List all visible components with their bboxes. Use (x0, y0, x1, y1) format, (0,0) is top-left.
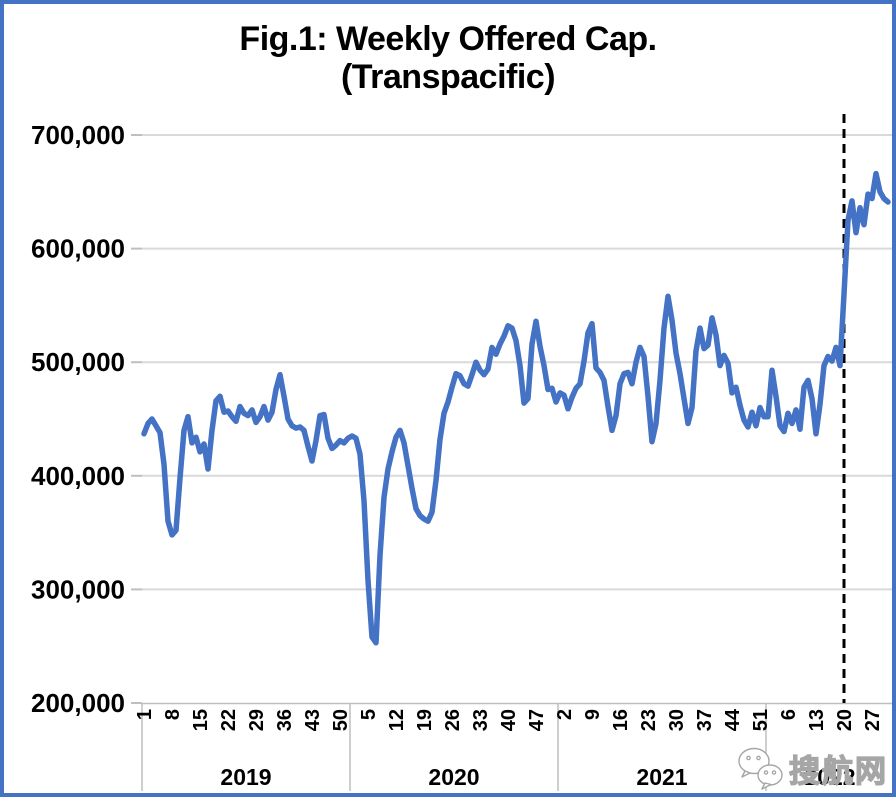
x-axis-week-label: 37 (694, 709, 716, 731)
x-axis-week-label: 1 (134, 709, 156, 720)
x-axis-week-label: 36 (274, 709, 296, 731)
x-axis-week-label: 5 (358, 709, 380, 720)
y-axis-tick-label: 700,000 (31, 120, 125, 150)
x-axis-week-label: 15 (190, 709, 212, 731)
watermark-text: 搜航网 (788, 753, 888, 789)
capacity-line (141, 170, 891, 646)
chart-subtitle: (Transpacific) (340, 58, 556, 96)
chart-title: Fig.1: Weekly Offered Cap. (239, 20, 657, 58)
x-axis-week-label: 8 (162, 709, 184, 720)
x-axis-week-label: 43 (302, 709, 324, 731)
line-chart-plot: 200,000 300,000 400,000 500,000 600,000 700,0… (31, 114, 892, 791)
x-axis-week-label: 51 (750, 709, 772, 731)
x-axis-week-label: 26 (442, 709, 464, 731)
x-axis-week-label: 13 (806, 709, 828, 731)
x-axis-week-label: 19 (414, 709, 436, 731)
x-axis-year-label: 2020 (428, 764, 479, 790)
y-axis-tick-label: 300,000 (31, 574, 125, 604)
x-axis-week-label: 23 (638, 709, 660, 731)
x-axis-week-label: 29 (246, 709, 268, 731)
x-axis-week-label: 20 (834, 709, 856, 731)
watermark: 搜航网 (735, 745, 888, 791)
x-axis-year-label: 2021 (636, 764, 687, 790)
y-axis-tick-label: 200,000 (31, 688, 125, 718)
x-axis-year-label: 2022 (804, 764, 855, 790)
y-axis-tick-label: 600,000 (31, 234, 125, 264)
y-axis-tick-label: 400,000 (31, 461, 125, 491)
x-axis-week-label: 44 (722, 708, 744, 731)
x-axis-week-label: 16 (610, 709, 632, 731)
x-axis-year-label: 2019 (220, 764, 271, 790)
x-axis-week-label: 40 (498, 709, 520, 731)
x-axis-week-label: 2 (554, 709, 576, 720)
y-axis-tick-label: 500,000 (31, 347, 125, 377)
x-axis-week-label: 27 (862, 709, 884, 731)
x-axis-week-label: 50 (330, 709, 352, 731)
x-axis-week-label: 6 (778, 709, 800, 720)
x-axis-week-label: 30 (666, 709, 688, 731)
x-axis-week-label: 9 (582, 709, 604, 720)
chart-title-block: Fig.1: Weekly Offered Cap. (Transpacific… (4, 20, 892, 96)
x-axis-week-label: 47 (526, 709, 548, 731)
x-axis-week-label: 33 (470, 709, 492, 731)
x-axis-week-label: 12 (386, 709, 408, 731)
watermark-logo-icon (738, 747, 783, 790)
x-axis-week-label: 22 (218, 709, 240, 731)
